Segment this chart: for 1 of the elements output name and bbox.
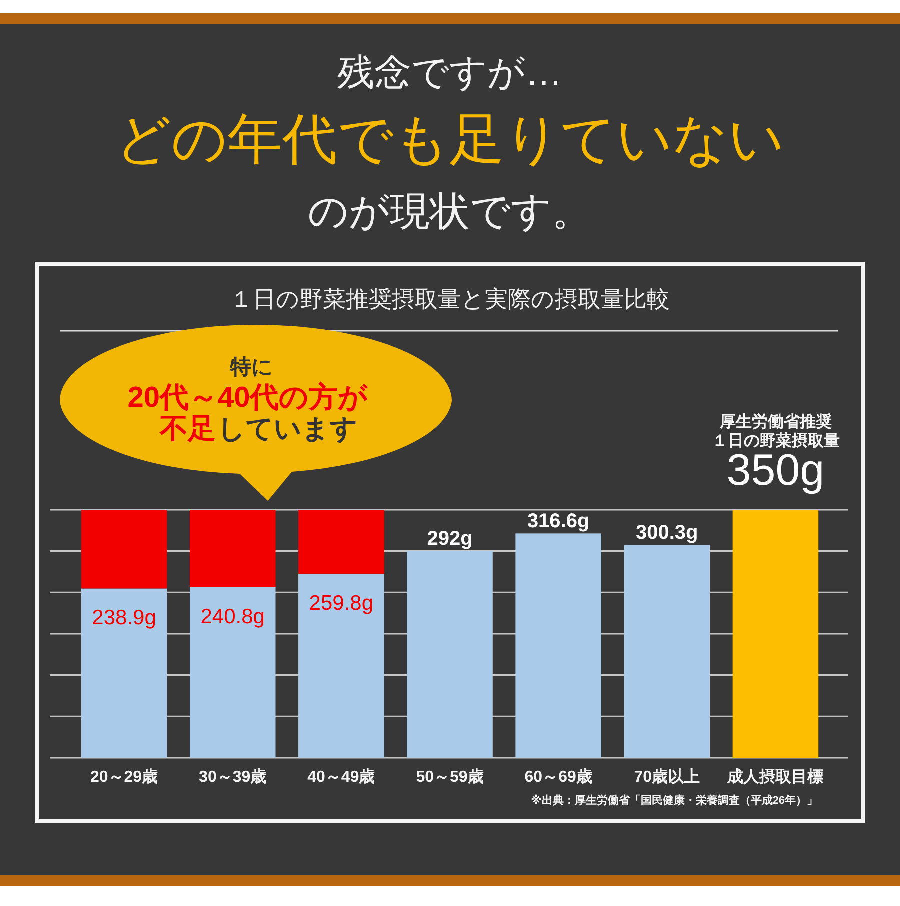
- title: １日の野菜推奨摂取量と実際の摂取量比較: [230, 286, 670, 312]
